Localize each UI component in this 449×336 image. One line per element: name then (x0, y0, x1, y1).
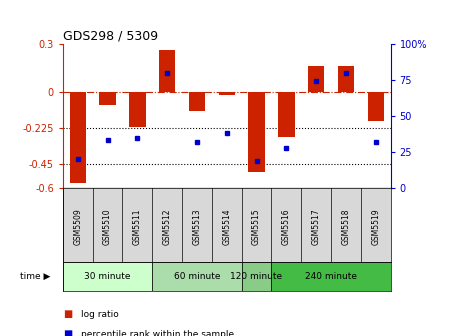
Bar (368, 92, 384, 121)
Text: GSM5511: GSM5511 (133, 208, 142, 245)
Bar (248, 92, 265, 172)
Bar (219, 92, 235, 95)
Text: GSM5512: GSM5512 (163, 208, 172, 245)
Bar (63, 262, 152, 291)
Bar (70, 92, 86, 183)
Text: GSM5518: GSM5518 (341, 208, 350, 245)
Text: 120 minute: 120 minute (230, 272, 282, 281)
Text: GSM5517: GSM5517 (312, 208, 321, 245)
Bar (338, 66, 354, 92)
Text: log ratio: log ratio (81, 310, 119, 319)
Text: ■: ■ (63, 309, 72, 319)
Bar (152, 262, 242, 291)
Bar (308, 66, 324, 92)
Text: GSM5515: GSM5515 (252, 208, 261, 245)
Text: GSM5509: GSM5509 (73, 208, 82, 245)
Text: 240 minute: 240 minute (305, 272, 357, 281)
Text: 30 minute: 30 minute (84, 272, 131, 281)
Bar (242, 262, 272, 291)
Bar (159, 50, 176, 92)
Text: percentile rank within the sample: percentile rank within the sample (81, 330, 234, 336)
Bar (272, 262, 391, 291)
Text: GSM5513: GSM5513 (193, 208, 202, 245)
Text: GSM5519: GSM5519 (371, 208, 380, 245)
Text: GSM5516: GSM5516 (282, 208, 291, 245)
Bar (278, 92, 295, 137)
Text: time ▶: time ▶ (20, 272, 51, 281)
Bar (189, 92, 205, 111)
Text: GSM5514: GSM5514 (222, 208, 231, 245)
Bar (129, 92, 145, 127)
Bar (99, 92, 116, 105)
Text: 60 minute: 60 minute (174, 272, 220, 281)
Text: ■: ■ (63, 329, 72, 336)
Text: GDS298 / 5309: GDS298 / 5309 (63, 30, 158, 43)
Text: GSM5510: GSM5510 (103, 208, 112, 245)
